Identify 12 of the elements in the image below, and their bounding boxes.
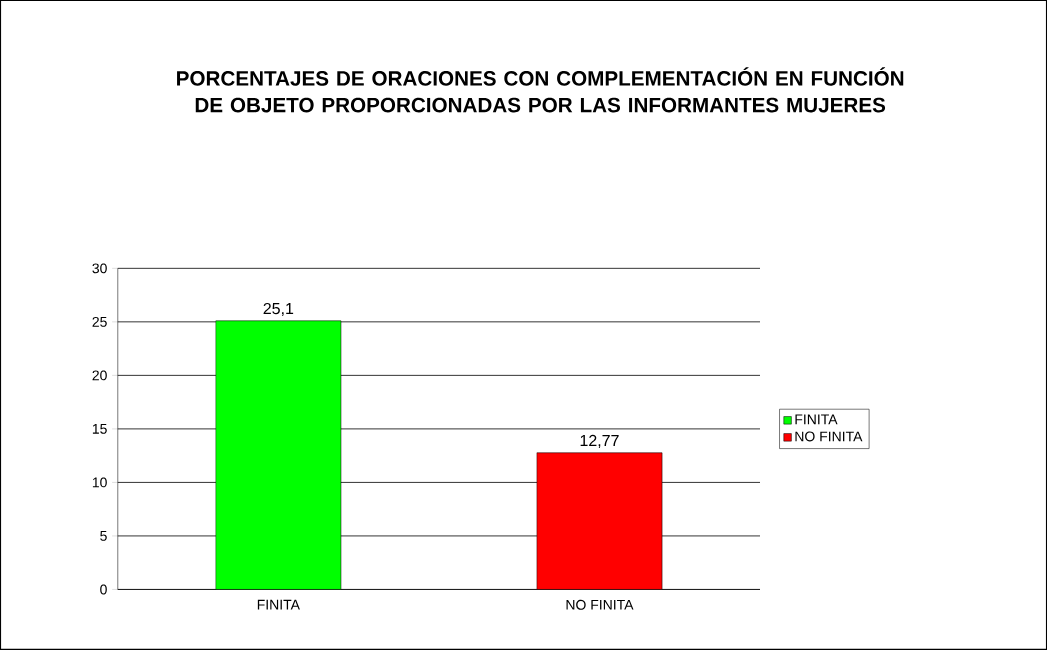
chart-title: PORCENTAJES DE ORACIONES CON COMPLEMENTACIÓN EN FUNCIÓN DE OBJETO PROPORCIONADAS POR LAS INFORMANTES MUJERES: [177, 67, 904, 113]
y-tick-label: 20: [92, 370, 107, 381]
legend-label: FINITA: [795, 414, 838, 425]
legend-label: NO FINITA: [795, 431, 863, 442]
y-tick-label: 0: [100, 584, 107, 595]
data-label: 25,1: [263, 302, 294, 317]
y-tick-label: 15: [92, 424, 107, 434]
y-tick-label: 30: [92, 263, 107, 274]
data-label: 12,77: [580, 434, 619, 449]
y-tick-label: 5: [100, 531, 107, 541]
y-tick-label: 10: [92, 477, 107, 488]
y-tick-label: 25: [92, 316, 107, 327]
